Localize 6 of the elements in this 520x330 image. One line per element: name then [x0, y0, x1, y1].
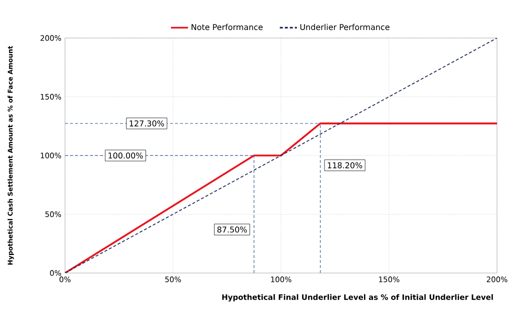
ref-line-label: 87.50%	[217, 226, 247, 233]
ref-line-label: 127.30%	[130, 120, 164, 126]
ref-line-label: 100.00%	[108, 152, 143, 159]
legend-label: Note Performance	[192, 24, 263, 30]
legend-label: Underlier Performance	[300, 24, 390, 30]
ref-line-label: 118.20%	[328, 162, 362, 168]
